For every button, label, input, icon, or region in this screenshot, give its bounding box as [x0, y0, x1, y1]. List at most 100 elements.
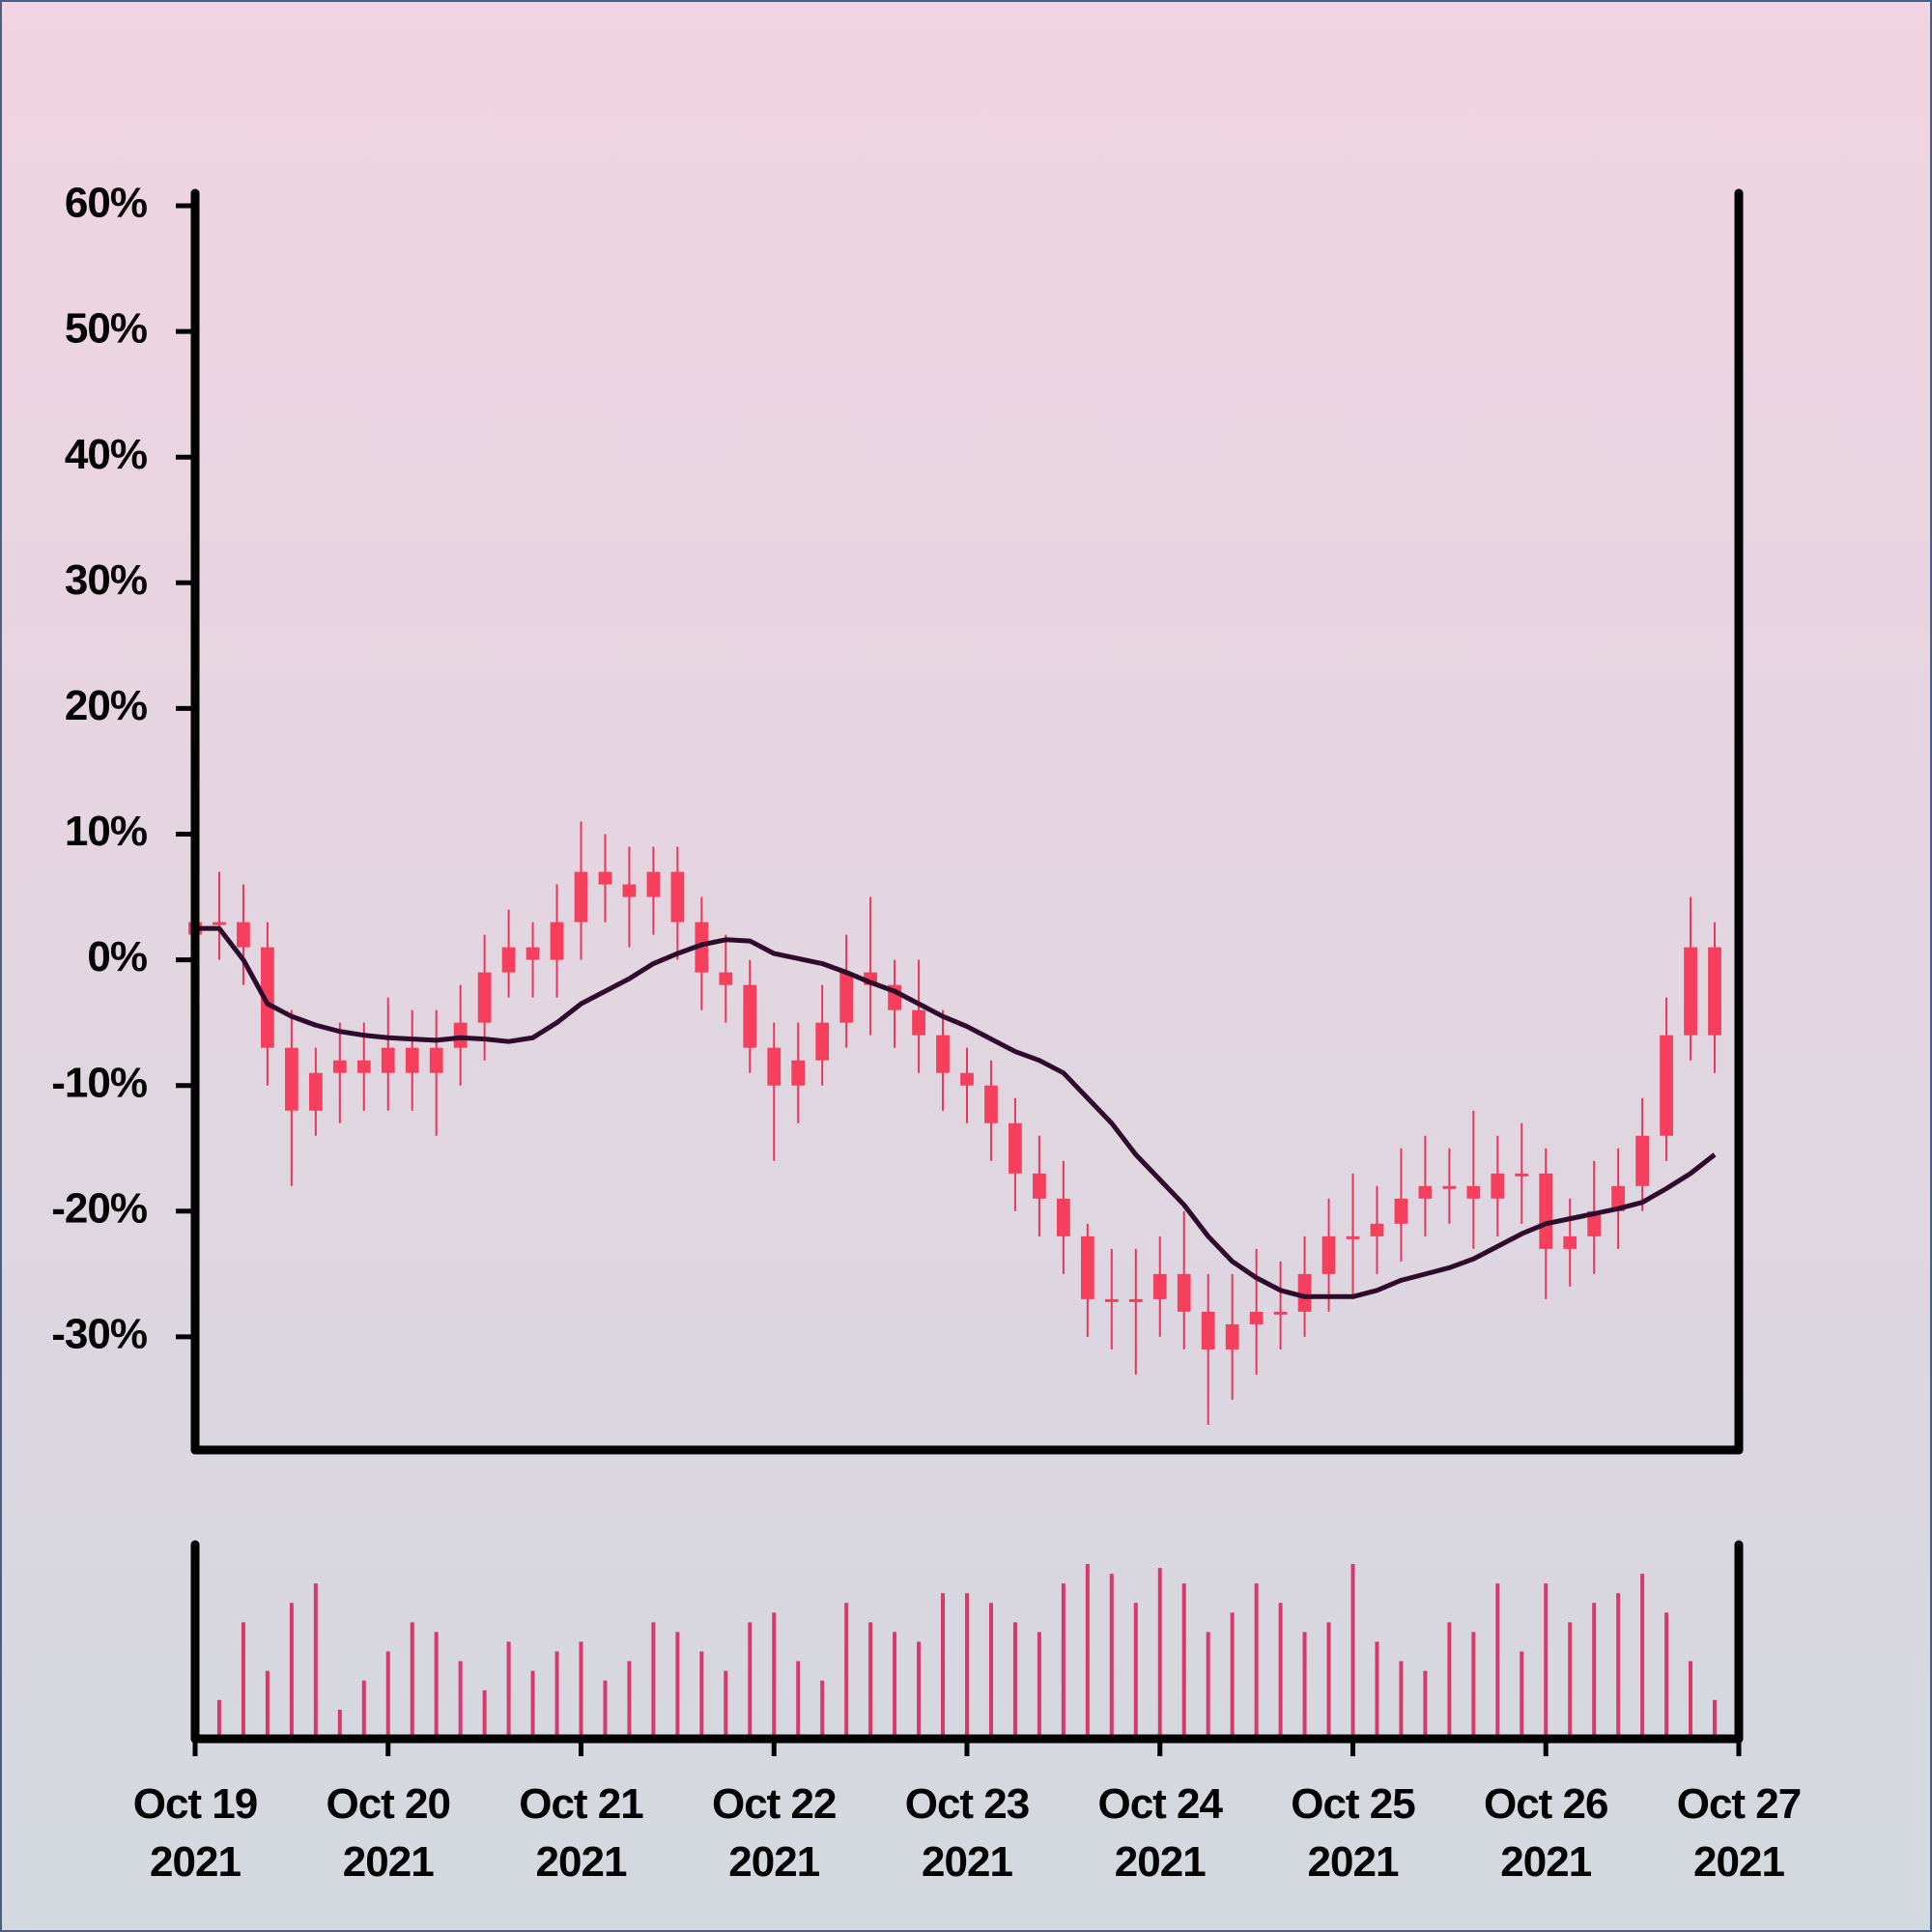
candle-body — [332, 1060, 347, 1073]
candle-body — [936, 1035, 950, 1073]
candle-body — [429, 1047, 443, 1073]
y-tick-label: 40% — [65, 431, 147, 478]
volume-bar — [1592, 1603, 1597, 1739]
volume-bar — [410, 1622, 414, 1739]
volume-bar — [699, 1651, 704, 1739]
candle-body — [1684, 947, 1697, 1036]
candle-body — [839, 972, 854, 1023]
volume-bar — [724, 1670, 728, 1739]
candle-body — [646, 871, 661, 897]
volume-bar — [1157, 1568, 1162, 1739]
volume-bar — [216, 1699, 221, 1739]
candle-body — [261, 947, 274, 1048]
volume-bar — [579, 1641, 583, 1739]
volume-bar — [1085, 1564, 1090, 1739]
candle-body — [1297, 1273, 1312, 1312]
volume-bar — [1302, 1632, 1307, 1739]
y-tick-label: 60% — [65, 180, 147, 227]
volume-bar — [1640, 1574, 1645, 1739]
candle-body — [815, 1022, 830, 1061]
candle-body — [984, 1085, 998, 1123]
volume-bar — [1689, 1661, 1693, 1739]
candle-body — [1491, 1173, 1505, 1199]
candle-body — [1515, 1173, 1529, 1177]
candle-body — [1273, 1311, 1288, 1315]
volume-bar — [820, 1680, 825, 1739]
volume-bar — [241, 1622, 245, 1739]
x-tick-label: Oct 26 2021 — [1483, 1780, 1609, 1886]
volume-bar — [1423, 1670, 1428, 1739]
candle-body — [501, 947, 516, 973]
candle-body — [1104, 1298, 1119, 1302]
candle-body — [1587, 1210, 1602, 1236]
candle-body — [1370, 1223, 1384, 1236]
candle-body — [1249, 1311, 1264, 1324]
candle-body — [1442, 1185, 1457, 1189]
x-tick-label: Oct 19 2021 — [132, 1780, 259, 1886]
volume-bar — [1520, 1651, 1524, 1739]
candle-body — [960, 1072, 974, 1086]
candle-body — [1057, 1198, 1070, 1236]
candle-body — [1466, 1185, 1481, 1199]
volume-bar — [1544, 1583, 1548, 1739]
volume-bar — [1568, 1622, 1573, 1739]
candle-body — [308, 1072, 323, 1111]
candle-body — [743, 984, 757, 1048]
x-tick-label: Oct 24 2021 — [1097, 1780, 1223, 1886]
volume-bar — [1713, 1699, 1718, 1739]
candle-body — [912, 1009, 925, 1036]
candle-body — [598, 871, 612, 885]
candle-body — [1201, 1311, 1215, 1350]
candle-body — [767, 1047, 781, 1086]
volume-bar — [1375, 1641, 1379, 1739]
y-tick-label: 20% — [65, 682, 147, 729]
volume-bar — [1206, 1632, 1210, 1739]
candle-body — [1152, 1273, 1167, 1299]
y-tick-label: 50% — [65, 305, 147, 353]
candle-body — [1346, 1236, 1360, 1239]
volume-bar — [1471, 1632, 1476, 1739]
volume-bar — [965, 1593, 969, 1739]
candle-body — [1394, 1198, 1408, 1224]
candle-body — [574, 871, 588, 923]
candle-body — [1177, 1273, 1191, 1312]
x-tick-label: Oct 21 2021 — [519, 1780, 644, 1886]
volume-bar — [1037, 1632, 1041, 1739]
volume-bar — [675, 1632, 680, 1739]
volume-bar — [868, 1622, 873, 1739]
volume-bar — [941, 1593, 946, 1739]
volume-bar — [1350, 1564, 1355, 1739]
volume-bar — [1616, 1593, 1621, 1739]
volume-bar — [1278, 1603, 1283, 1739]
candle-body — [237, 922, 250, 948]
candle-body — [477, 972, 492, 1023]
volume-bar — [1230, 1612, 1235, 1739]
moving-average-line — [195, 925, 1717, 1299]
candle-body — [1225, 1323, 1239, 1350]
volume-bar — [796, 1661, 801, 1739]
candle-body — [1563, 1236, 1577, 1249]
x-tick-label: Oct 20 2021 — [326, 1780, 451, 1886]
y-tick-label: 0% — [87, 933, 147, 980]
y-tick-label: 10% — [65, 808, 147, 855]
volume-bar — [554, 1651, 559, 1739]
candle-body — [791, 1060, 806, 1086]
candle-body — [719, 972, 733, 985]
volume-bar — [482, 1690, 487, 1739]
volume-bar — [1664, 1612, 1669, 1739]
volume-bar — [458, 1661, 463, 1739]
x-tick-label: Oct 23 2021 — [904, 1780, 1031, 1886]
candle-body — [285, 1047, 298, 1111]
volume-bar — [651, 1622, 656, 1739]
candle-body — [453, 1022, 468, 1048]
volume-bar — [1326, 1622, 1331, 1739]
candle-body — [622, 884, 637, 897]
volume-bar — [748, 1622, 753, 1739]
volume-bar — [265, 1670, 270, 1739]
volume-bar — [988, 1603, 993, 1739]
candle-body — [381, 1047, 395, 1073]
candle-body — [1708, 947, 1721, 1036]
y-tick-label: -20% — [51, 1184, 147, 1232]
volume-bar — [434, 1632, 439, 1739]
